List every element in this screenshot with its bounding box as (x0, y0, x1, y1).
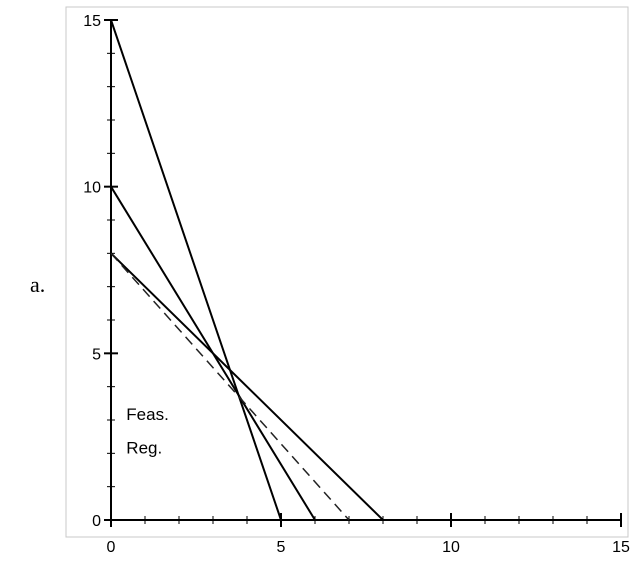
x-tick-label: 5 (277, 539, 286, 556)
y-tick-label: 0 (92, 513, 101, 530)
series-group (110, 19, 384, 521)
constraint-line-1 (110, 19, 282, 521)
plot-frame (65, 6, 629, 538)
x-tick-label: 10 (442, 539, 460, 556)
axes (110, 20, 621, 521)
y-tick-label: 5 (92, 346, 101, 363)
annotations: Feas. Reg. (126, 405, 169, 457)
x-tick-label: 15 (612, 539, 630, 556)
y-tick-label: 15 (83, 13, 101, 30)
x-tick-label: 0 (107, 539, 116, 556)
figure-label: a. (30, 272, 46, 297)
constraint-line-3 (110, 252, 384, 521)
annotation-1: Feas. (126, 405, 169, 424)
ticks: 0 5 10 15 0 5 10 15 (83, 13, 630, 556)
constraint-line-4 (110, 252, 350, 521)
annotation-2: Reg. (126, 438, 162, 457)
plot-border (65, 6, 629, 538)
y-tick-label: 10 (83, 180, 101, 197)
